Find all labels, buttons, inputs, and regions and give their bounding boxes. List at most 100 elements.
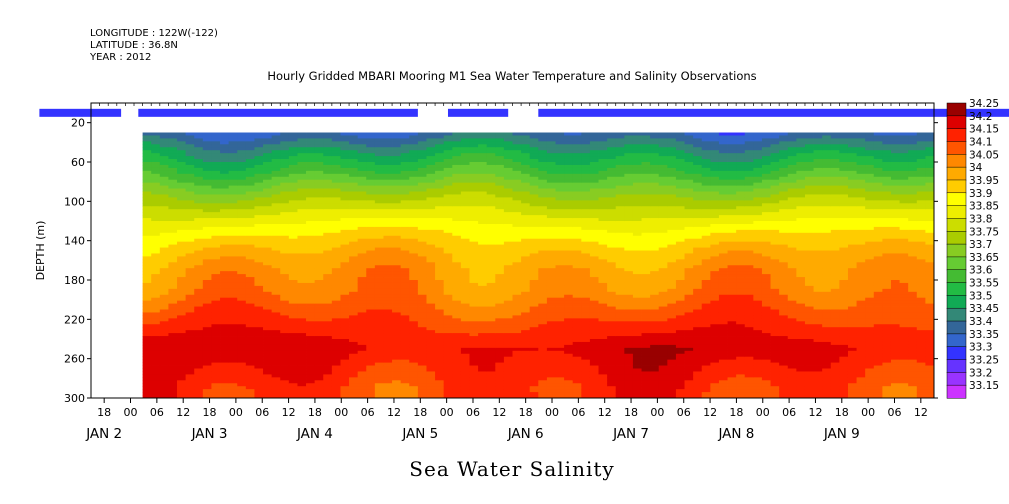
salinity-cell — [194, 280, 204, 284]
salinity-cell — [572, 229, 582, 234]
salinity-cell — [280, 259, 290, 263]
salinity-cell — [478, 312, 488, 316]
salinity-cell — [460, 336, 470, 340]
salinity-cell — [177, 265, 187, 269]
salinity-cell — [598, 324, 608, 328]
salinity-cell — [374, 324, 384, 328]
salinity-cell — [306, 392, 316, 396]
salinity-cell — [572, 268, 582, 272]
salinity-cell — [314, 262, 324, 266]
salinity-cell — [142, 309, 152, 313]
salinity-cell — [237, 280, 247, 284]
salinity-cell — [220, 200, 230, 204]
salinity-cell — [512, 271, 522, 275]
salinity-cell — [564, 380, 574, 384]
salinity-cell — [503, 150, 513, 154]
salinity-cell — [331, 232, 341, 237]
salinity-cell — [254, 135, 264, 139]
salinity-cell — [374, 303, 384, 307]
salinity-cell — [340, 383, 350, 387]
salinity-cell — [340, 380, 350, 384]
salinity-cell — [177, 386, 187, 390]
salinity-cell — [486, 159, 496, 163]
salinity-cell — [237, 333, 247, 337]
salinity-cell — [185, 238, 195, 243]
salinity-cell — [194, 288, 204, 293]
salinity-cell — [572, 203, 582, 207]
salinity-cell — [185, 353, 195, 358]
salinity-cell — [185, 336, 195, 340]
salinity-cell — [237, 221, 247, 225]
salinity-cell — [142, 226, 152, 231]
salinity-cell — [555, 347, 565, 352]
salinity-cell — [340, 350, 350, 355]
salinity-cell — [495, 371, 505, 375]
salinity-cell — [237, 150, 247, 154]
salinity-cell — [392, 324, 402, 328]
salinity-cell — [211, 221, 221, 225]
salinity-cell — [331, 353, 341, 358]
salinity-cell — [331, 395, 341, 399]
salinity-cell — [159, 144, 169, 148]
salinity-cell — [417, 250, 427, 254]
salinity-cell — [374, 291, 384, 296]
salinity-cell — [486, 318, 496, 322]
salinity-cell — [589, 306, 599, 310]
salinity-cell — [383, 253, 393, 257]
salinity-cell — [546, 380, 556, 384]
salinity-cell — [297, 368, 307, 372]
salinity-cell — [357, 138, 367, 142]
salinity-cell — [254, 374, 264, 378]
salinity-cell — [228, 265, 238, 269]
salinity-cell — [177, 315, 187, 319]
salinity-cell — [331, 271, 341, 275]
salinity-cell — [589, 185, 599, 189]
salinity-cell — [460, 324, 470, 328]
salinity-cell — [598, 353, 608, 358]
salinity-cell — [512, 330, 522, 334]
salinity-cell — [443, 244, 453, 248]
salinity-cell — [254, 341, 264, 346]
salinity-cell — [245, 285, 255, 290]
salinity-cell — [486, 285, 496, 290]
salinity-cell — [426, 200, 436, 204]
salinity-cell — [159, 356, 169, 361]
salinity-cell — [495, 179, 505, 184]
salinity-cell — [392, 147, 402, 151]
salinity-cell — [443, 185, 453, 189]
salinity-cell — [546, 138, 556, 142]
salinity-cell — [202, 282, 212, 287]
salinity-cell — [383, 197, 393, 201]
salinity-cell — [521, 300, 531, 304]
salinity-cell — [426, 159, 436, 163]
salinity-cell — [555, 339, 565, 343]
salinity-cell — [512, 365, 522, 369]
salinity-cell — [546, 235, 556, 240]
salinity-cell — [460, 374, 470, 378]
salinity-cell — [185, 282, 195, 287]
salinity-cell — [400, 268, 410, 272]
salinity-cell — [589, 191, 599, 195]
salinity-cell — [538, 318, 548, 322]
salinity-cell — [340, 150, 350, 154]
salinity-cell — [426, 365, 436, 369]
salinity-cell — [564, 336, 574, 340]
salinity-cell — [581, 232, 591, 237]
salinity-cell — [271, 229, 281, 234]
salinity-cell — [374, 368, 384, 372]
salinity-cell — [280, 223, 290, 228]
salinity-cell — [443, 150, 453, 154]
salinity-cell — [245, 380, 255, 384]
salinity-cell — [495, 200, 505, 204]
salinity-cell — [383, 185, 393, 189]
salinity-cell — [142, 368, 152, 372]
salinity-cell — [589, 288, 599, 293]
salinity-cell — [452, 176, 462, 181]
salinity-cell — [581, 306, 591, 310]
salinity-cell — [374, 164, 384, 169]
salinity-cell — [409, 291, 419, 296]
salinity-cell — [469, 241, 479, 245]
salinity-cell — [331, 167, 341, 172]
salinity-cell — [564, 395, 574, 399]
salinity-cell — [529, 167, 539, 172]
